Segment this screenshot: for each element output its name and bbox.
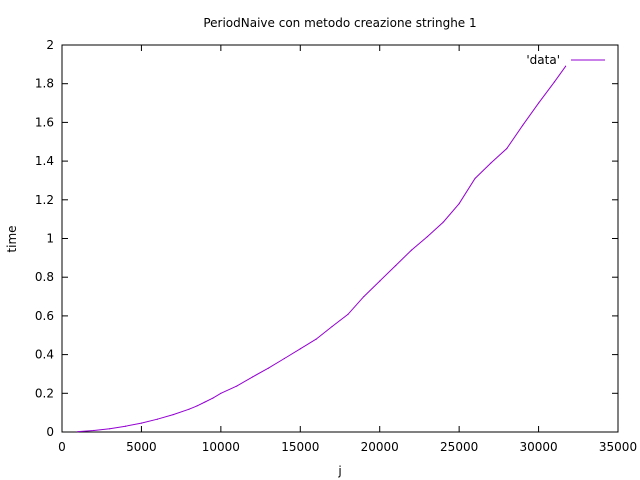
x-tick-label: 5000: [126, 440, 157, 454]
data-point: [140, 422, 143, 424]
data-point: [522, 124, 524, 126]
y-tick-label: 2: [46, 38, 54, 52]
data-point: [315, 338, 317, 340]
data-point: [196, 405, 198, 407]
data-point: [156, 418, 158, 420]
data-point: [283, 357, 285, 360]
x-tick-label: 15000: [281, 440, 319, 454]
data-point: [109, 428, 111, 430]
series-layer: [77, 65, 567, 433]
series-line-data: [77, 66, 567, 433]
data-point: [490, 162, 492, 164]
data-point: [124, 425, 127, 427]
x-tick-label: 20000: [361, 440, 399, 454]
data-point: [172, 413, 174, 416]
ticks-layer: 0 5000 10000 15000 20000 25000 30000 35000 0 0.2 0…: [35, 38, 637, 454]
y-axis-label: time: [5, 225, 19, 252]
data-point: [267, 367, 270, 369]
data-point: [553, 81, 556, 83]
data-point: [363, 295, 365, 298]
x-tick-label: 35000: [599, 440, 637, 454]
data-point: [426, 235, 428, 238]
x-tick-label: 0: [58, 440, 66, 454]
y-tick-label: 1.4: [35, 154, 54, 168]
y-tick-label: 1: [46, 232, 54, 246]
y-tick-label: 0.2: [35, 386, 54, 400]
y-tick-label: 0.4: [35, 348, 54, 362]
y-tick-label: 1.6: [35, 115, 54, 129]
y-tick-label: 0.6: [35, 309, 54, 323]
data-point: [252, 376, 254, 378]
chart-title: PeriodNaive con metodo creazione stringh…: [203, 16, 476, 30]
data-point: [410, 249, 413, 251]
data-point: [204, 401, 206, 403]
data-point: [379, 280, 381, 282]
y-tick-label: 0: [46, 425, 54, 439]
data-point: [564, 65, 567, 67]
y-tick-label: 1.2: [35, 193, 54, 207]
x-axis-label: j: [337, 464, 341, 478]
data-point: [506, 147, 508, 150]
plot-border: [61, 44, 619, 433]
data-point: [236, 385, 238, 387]
data-point: [458, 203, 460, 205]
legend: 'data': [526, 53, 605, 67]
data-point: [442, 221, 444, 223]
x-tick-label: 30000: [519, 440, 557, 454]
data-point: [299, 348, 301, 350]
y-tick-label: 0.8: [35, 270, 54, 284]
data-point: [93, 429, 95, 432]
data-point: [395, 264, 397, 267]
data-point: [474, 177, 476, 180]
legend-label: 'data': [526, 53, 560, 67]
data-point: [77, 431, 79, 433]
data-point: [537, 102, 540, 104]
data-point: [220, 392, 222, 394]
x-tick-label: 10000: [202, 440, 240, 454]
data-point: [331, 325, 333, 328]
x-tick-label: 25000: [440, 440, 478, 454]
data-point: [188, 408, 190, 410]
y-tick-label: 1.8: [35, 77, 54, 91]
data-point: [212, 397, 214, 399]
data-point: [347, 313, 349, 315]
